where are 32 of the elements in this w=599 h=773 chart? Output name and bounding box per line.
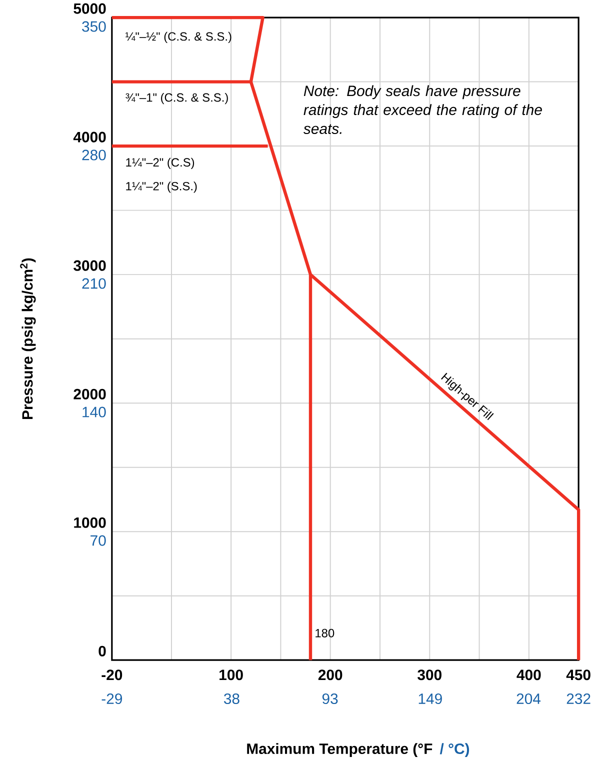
y2-tick-label: 280	[82, 150, 106, 160]
y2-tick-label: 140	[82, 406, 106, 418]
annotation: ¾"–1" (C.S. & S.S.)	[126, 92, 228, 104]
x-tick-label: -20	[102, 670, 122, 680]
x-tick-label: 300	[418, 670, 442, 680]
x2-tick-label: 93	[322, 693, 338, 704]
x-tick-label: 100	[220, 670, 244, 680]
y2-tick-label: 350	[82, 21, 106, 32]
annotation: 1¼"–2" (S.S.)	[126, 182, 197, 193]
y-tick-label: 4000	[74, 132, 106, 142]
x2-tick-label: 38	[224, 693, 240, 704]
x2-axis-title: / °C)	[440, 743, 470, 757]
annotation: ¼"–½" (C.S. & S.S.)	[126, 32, 232, 44]
annotation: Note: Body seals have pressure ratings that exceed the rating of the seats.	[304, 85, 542, 134]
annotation: 1¼"–2" (C.S)	[126, 158, 194, 169]
x2-tick-label: 232	[567, 693, 590, 704]
y-tick-label: 3000	[74, 260, 106, 271]
y-tick-label: 2000	[74, 388, 106, 400]
y-tick-label: 0	[98, 646, 106, 656]
x2-tick-label: -29	[102, 693, 122, 704]
annotation: 180	[316, 628, 334, 638]
x-axis-title: Maximum Temperature (°F	[247, 743, 432, 757]
x-tick-label: 400	[516, 670, 541, 680]
x-tick-label: 200	[318, 670, 342, 680]
x-tick-label: 450	[566, 670, 591, 680]
y-tick-label: 1000	[74, 517, 106, 528]
y2-tick-label: 70	[90, 535, 106, 546]
x2-tick-label: 149	[419, 693, 442, 704]
x2-tick-label: 204	[517, 693, 541, 704]
y2-tick-label: 210	[82, 278, 106, 289]
y-axis-title: Pressure (psig kg/cm$^{2}$)	[20, 258, 36, 419]
y-tick-label: 5000	[74, 3, 106, 14]
